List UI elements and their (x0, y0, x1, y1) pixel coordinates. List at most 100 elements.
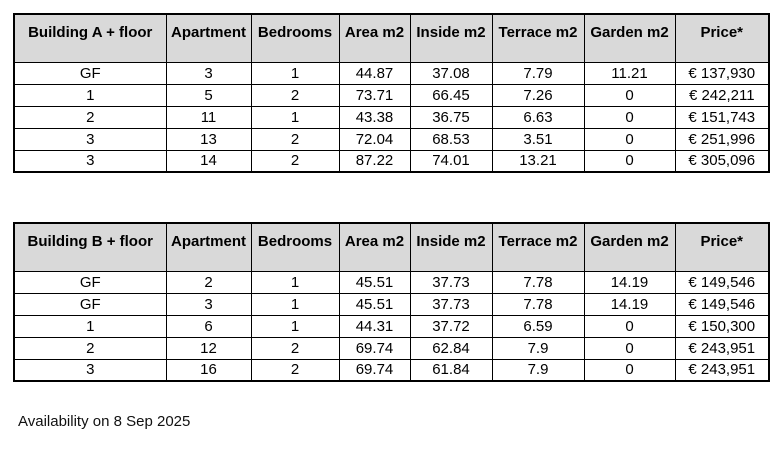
building-b-section: Building B + floor Apartment Bedrooms Ar… (13, 222, 778, 382)
cell-floor: GF (13, 270, 167, 294)
cell-bedrooms: 2 (250, 336, 340, 360)
table-header-row: Building A + floor Apartment Bedrooms Ar… (13, 13, 770, 63)
table-row: 2 12 2 69.74 62.84 7.9 0 € 243,951 (13, 336, 770, 360)
cell-apartment: 11 (165, 105, 252, 129)
column-header-apartment: Apartment (165, 13, 252, 63)
building-b-table: Building B + floor Apartment Bedrooms Ar… (13, 222, 770, 382)
table-row: GF 3 1 44.87 37.08 7.79 11.21 € 137,930 (13, 61, 770, 85)
cell-inside: 37.72 (409, 314, 493, 338)
cell-bedrooms: 2 (250, 358, 340, 382)
cell-price: € 137,930 (674, 61, 770, 85)
cell-floor: 2 (13, 105, 167, 129)
cell-terrace: 7.79 (491, 61, 585, 85)
cell-price: € 151,743 (674, 105, 770, 129)
cell-inside: 37.73 (409, 292, 493, 316)
column-header-apartment: Apartment (165, 222, 252, 272)
cell-terrace: 7.26 (491, 83, 585, 107)
cell-inside: 66.45 (409, 83, 493, 107)
cell-bedrooms: 2 (250, 127, 340, 151)
column-header-garden: Garden m2 (583, 222, 676, 272)
cell-terrace: 13.21 (491, 149, 585, 173)
cell-area: 87.22 (338, 149, 411, 173)
cell-price: € 149,546 (674, 270, 770, 294)
availability-note: Availability on 8 Sep 2025 (18, 413, 191, 430)
cell-garden: 0 (583, 358, 676, 382)
cell-floor: 1 (13, 83, 167, 107)
table-row: 3 13 2 72.04 68.53 3.51 0 € 251,996 (13, 127, 770, 151)
cell-terrace: 6.59 (491, 314, 585, 338)
table-row: 2 11 1 43.38 36.75 6.63 0 € 151,743 (13, 105, 770, 129)
cell-inside: 61.84 (409, 358, 493, 382)
cell-apartment: 6 (165, 314, 252, 338)
cell-garden: 11.21 (583, 61, 676, 85)
cell-terrace: 3.51 (491, 127, 585, 151)
cell-garden: 14.19 (583, 270, 676, 294)
column-header-inside: Inside m2 (409, 13, 493, 63)
column-header-building-floor: Building A + floor (13, 13, 167, 63)
cell-area: 43.38 (338, 105, 411, 129)
cell-apartment: 2 (165, 270, 252, 294)
cell-area: 72.04 (338, 127, 411, 151)
cell-bedrooms: 1 (250, 292, 340, 316)
cell-inside: 36.75 (409, 105, 493, 129)
cell-price: € 243,951 (674, 336, 770, 360)
column-header-terrace: Terrace m2 (491, 13, 585, 63)
column-header-building-floor: Building B + floor (13, 222, 167, 272)
column-header-terrace: Terrace m2 (491, 222, 585, 272)
cell-bedrooms: 2 (250, 83, 340, 107)
cell-price: € 149,546 (674, 292, 770, 316)
column-header-garden: Garden m2 (583, 13, 676, 63)
building-a-section: Building A + floor Apartment Bedrooms Ar… (13, 13, 778, 173)
cell-garden: 14.19 (583, 292, 676, 316)
cell-garden: 0 (583, 105, 676, 129)
cell-bedrooms: 1 (250, 105, 340, 129)
cell-area: 45.51 (338, 292, 411, 316)
cell-inside: 37.08 (409, 61, 493, 85)
column-header-inside: Inside m2 (409, 222, 493, 272)
table-row: 1 6 1 44.31 37.72 6.59 0 € 150,300 (13, 314, 770, 338)
cell-floor: 3 (13, 149, 167, 173)
cell-apartment: 16 (165, 358, 252, 382)
cell-price: € 150,300 (674, 314, 770, 338)
cell-floor: GF (13, 292, 167, 316)
cell-garden: 0 (583, 83, 676, 107)
cell-garden: 0 (583, 127, 676, 151)
column-header-price: Price* (674, 222, 770, 272)
cell-bedrooms: 1 (250, 270, 340, 294)
table-row: GF 3 1 45.51 37.73 7.78 14.19 € 149,546 (13, 292, 770, 316)
table-row: 3 14 2 87.22 74.01 13.21 0 € 305,096 (13, 149, 770, 173)
column-header-bedrooms: Bedrooms (250, 13, 340, 63)
cell-area: 69.74 (338, 358, 411, 382)
cell-area: 44.87 (338, 61, 411, 85)
column-header-area: Area m2 (338, 13, 411, 63)
cell-area: 69.74 (338, 336, 411, 360)
availability-document: Building A + floor Apartment Bedrooms Ar… (13, 13, 778, 430)
cell-inside: 37.73 (409, 270, 493, 294)
cell-garden: 0 (583, 314, 676, 338)
cell-price: € 242,211 (674, 83, 770, 107)
cell-area: 44.31 (338, 314, 411, 338)
cell-terrace: 7.78 (491, 292, 585, 316)
table-row: 3 16 2 69.74 61.84 7.9 0 € 243,951 (13, 358, 770, 382)
cell-apartment: 12 (165, 336, 252, 360)
cell-bedrooms: 1 (250, 61, 340, 85)
cell-price: € 243,951 (674, 358, 770, 382)
cell-apartment: 3 (165, 292, 252, 316)
column-header-area: Area m2 (338, 222, 411, 272)
cell-floor: 3 (13, 358, 167, 382)
cell-inside: 68.53 (409, 127, 493, 151)
cell-bedrooms: 2 (250, 149, 340, 173)
cell-inside: 74.01 (409, 149, 493, 173)
cell-terrace: 7.9 (491, 336, 585, 360)
cell-apartment: 13 (165, 127, 252, 151)
cell-floor: GF (13, 61, 167, 85)
cell-price: € 251,996 (674, 127, 770, 151)
cell-apartment: 3 (165, 61, 252, 85)
cell-price: € 305,096 (674, 149, 770, 173)
column-header-bedrooms: Bedrooms (250, 222, 340, 272)
column-header-price: Price* (674, 13, 770, 63)
cell-terrace: 7.9 (491, 358, 585, 382)
cell-garden: 0 (583, 149, 676, 173)
cell-apartment: 14 (165, 149, 252, 173)
cell-apartment: 5 (165, 83, 252, 107)
